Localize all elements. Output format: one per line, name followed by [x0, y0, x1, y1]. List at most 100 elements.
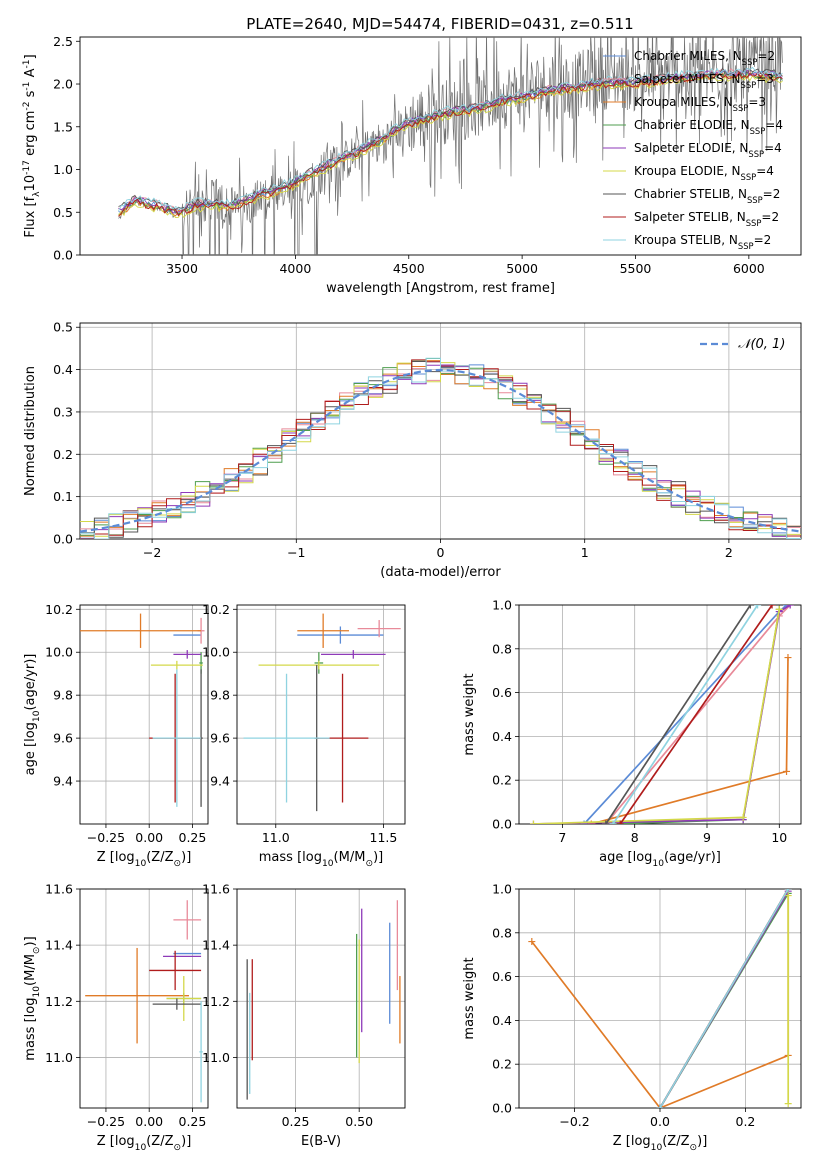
mass_vs_ebv-ytick-label: 11.4 [202, 938, 230, 953]
spectrum-axes: 3500 4000 4500 5000 5500 6000 0.0 0.5 1.0 1.5 2.0 2… [22, 34, 802, 296]
mass_weight_vs_age-xtick-label: 7 [558, 830, 566, 845]
residuals-ylabel: Normed distribution [23, 366, 38, 496]
mass_weight_vs_age-ytick-label: 0.0 [492, 817, 512, 832]
residuals-ytick-label: 0.4 [53, 362, 73, 377]
legend-entry-end: =4 [765, 118, 783, 132]
age_vs_mass-axes: 11.0 11.5 9.4 9.6 9.8 10.0 10.2 mass [log10(M/M… [202, 602, 406, 869]
marker-2 [528, 938, 536, 946]
spectrum-frame [79, 36, 802, 256]
age_vs_mass-ytick-label: 9.6 [210, 731, 230, 746]
histogram-8 [80, 357, 801, 539]
mass_vs_Z-ytick-label: 11.2 [45, 994, 73, 1009]
marker-4 [786, 605, 794, 609]
mass_weight_vs_Z-ytick-label: 0.8 [492, 925, 512, 940]
legend-entry-6: Chabrier STELIB, NSSP=2 [634, 187, 780, 205]
spectrum-xlabel-part: wavelength [Angstrom, rest frame] [326, 281, 555, 296]
mass_weight_vs_Z-xlabel-script: 10 [651, 1143, 663, 1153]
mass_weight_vs_Z-ytick-label: 0.0 [492, 1101, 512, 1116]
legend-entry-sub: SSP [746, 218, 762, 228]
mass_weight_vs_Z-ylabel-part: mass weight [462, 957, 477, 1039]
age_vs_mass-xlabel-script: 10 [322, 859, 334, 869]
mass_vs_ebv-plot [246, 900, 401, 1100]
legend-entry-3: Chabrier ELODIE, NSSP=4 [634, 118, 783, 136]
legend-entry-end: =2 [761, 210, 779, 224]
age_vs_mass-xtick-label: 11.0 [262, 830, 290, 845]
model-line-8 [118, 66, 783, 212]
spectrum-xtick-label: 3500 [166, 261, 198, 276]
cumulative-line-4 [533, 605, 791, 824]
legend-entry-4: Salpeter ELODIE, NSSP=4 [634, 141, 782, 159]
spectrum-ylabel-part: erg cm [23, 111, 38, 160]
marker-5 [529, 820, 537, 824]
mass_vs_Z-ylabel: mass [log10(M/M⊙)] [23, 936, 42, 1060]
legend-entry-main: Salpeter STELIB, N [634, 210, 746, 224]
residuals-ylabel-part: Normed distribution [23, 366, 38, 496]
age_vs_Z-xtick-label: 0.25 [179, 830, 207, 845]
age_vs_mass-xlabel-part: )] [373, 850, 383, 865]
spectrum-ylabel-part: s [23, 90, 38, 101]
mass_weight_vs_age-xlabel-part: age [log [599, 850, 652, 865]
mass_weight_vs_age-xtick-label: 8 [631, 830, 639, 845]
spectrum-ytick-label: 1.5 [53, 119, 73, 134]
age_vs_mass-xlabel-part: mass [log [259, 850, 322, 865]
mass_weight_vs_Z-xtick-label: 0.0 [650, 1114, 670, 1129]
marker-5 [784, 1100, 792, 1108]
residuals-ytick-label: 0.0 [53, 532, 73, 547]
spectrum-xtick-label: 6000 [733, 261, 765, 276]
mass_vs_Z-ytick-label: 11.6 [45, 882, 73, 897]
cumulative-line-1 [605, 605, 791, 824]
mass_weight_vs_Z-xlabel: Z [log10(Z/Z⊙)] [613, 1134, 708, 1153]
histogram-5 [80, 361, 801, 537]
mass_vs_Z-xtick-label: 0.25 [179, 1114, 207, 1129]
legend-entry-8: Kroupa STELIB, NSSP=2 [634, 233, 771, 251]
mass_vs_ebv-ytick-label: 11.2 [202, 994, 230, 1009]
legend-entry-sub: SSP [741, 80, 757, 90]
residuals-xtick-label: −2 [143, 545, 161, 560]
mass_weight_vs_age-xlabel-part: (age/yr)] [664, 850, 721, 865]
spectrum-ytick-label: 2.0 [53, 77, 73, 92]
panels: 3500 4000 4500 5000 5500 6000 0.0 0.5 1.0 1.5 2.0 2… [22, 34, 802, 1153]
legend-entry-end: =3 [756, 72, 774, 86]
legend-entry-0: Chabrier MILES, NSSP=2 [634, 49, 775, 67]
marker-5 [739, 813, 747, 821]
age_vs_mass-plot [243, 613, 401, 812]
spectrum-ylabel-script: -17 [22, 160, 32, 175]
residuals-xlabel-part: (data-model)/error [380, 565, 501, 580]
mass_vs_Z-xlabel-script: ⊙ [174, 1143, 182, 1153]
mass_weight_vs_Z-ytick-label: 0.6 [492, 969, 512, 984]
spectrum-ytick-label: 1.0 [53, 162, 73, 177]
mass_vs_Z-xtick-label: 0.00 [135, 1114, 163, 1129]
mass_weight_vs_Z-xlabel-part: )] [697, 1134, 707, 1149]
mass_weight_vs_age-xtick-label: 10 [771, 830, 787, 845]
residuals-ytick-label: 0.1 [53, 489, 73, 504]
age_vs_mass-xlabel-script: ⊙ [365, 859, 373, 869]
legend-entry-end: =4 [756, 164, 774, 178]
legend-entry-sub: SSP [742, 57, 758, 67]
mass_weight_vs_age-ytick-label: 0.2 [492, 773, 512, 788]
residuals-ytick-label: 0.2 [53, 447, 73, 462]
marker-7 [768, 605, 776, 609]
age_vs_Z-xlabel-part: (Z/Z [146, 850, 173, 865]
mass_weight_vs_Z-xlabel-part: (Z/Z [662, 1134, 689, 1149]
legend-entry-main: Chabrier MILES, N [634, 49, 742, 63]
spectrum-ylabel-part: 10 [23, 175, 38, 192]
legend-entry-sub: SSP [750, 126, 766, 136]
legend-entry-5: Kroupa ELODIE, NSSP=4 [634, 164, 774, 182]
mass_weight_vs_age-ytick-label: 0.8 [492, 641, 512, 656]
age_vs_Z-ylabel-part: (age/yr)] [23, 654, 38, 711]
marker-5 [784, 892, 792, 900]
residuals-ytick-label: 0.3 [53, 404, 73, 419]
mass_weight_vs_age-plot [529, 605, 794, 824]
legend-entry-main: Kroupa ELODIE, N [634, 164, 741, 178]
age_vs_Z-xlabel-part: )] [181, 850, 191, 865]
spectrum-ytick-label: 2.5 [53, 34, 73, 49]
legend-entry-sub: SSP [747, 195, 763, 205]
marker-8 [754, 605, 762, 609]
mass_weight_vs_Z-xtick-label: 0.2 [736, 1114, 756, 1129]
mass_weight_vs_Z-ylabel: mass weight [462, 957, 477, 1039]
residuals-xtick-label: 2 [725, 545, 733, 560]
marker-6 [602, 820, 610, 824]
spectrum-ytick-label: 0.5 [53, 205, 73, 220]
mass_weight_vs_age-frame [518, 604, 802, 825]
legend-entry-7: Salpeter STELIB, NSSP=2 [634, 210, 779, 228]
